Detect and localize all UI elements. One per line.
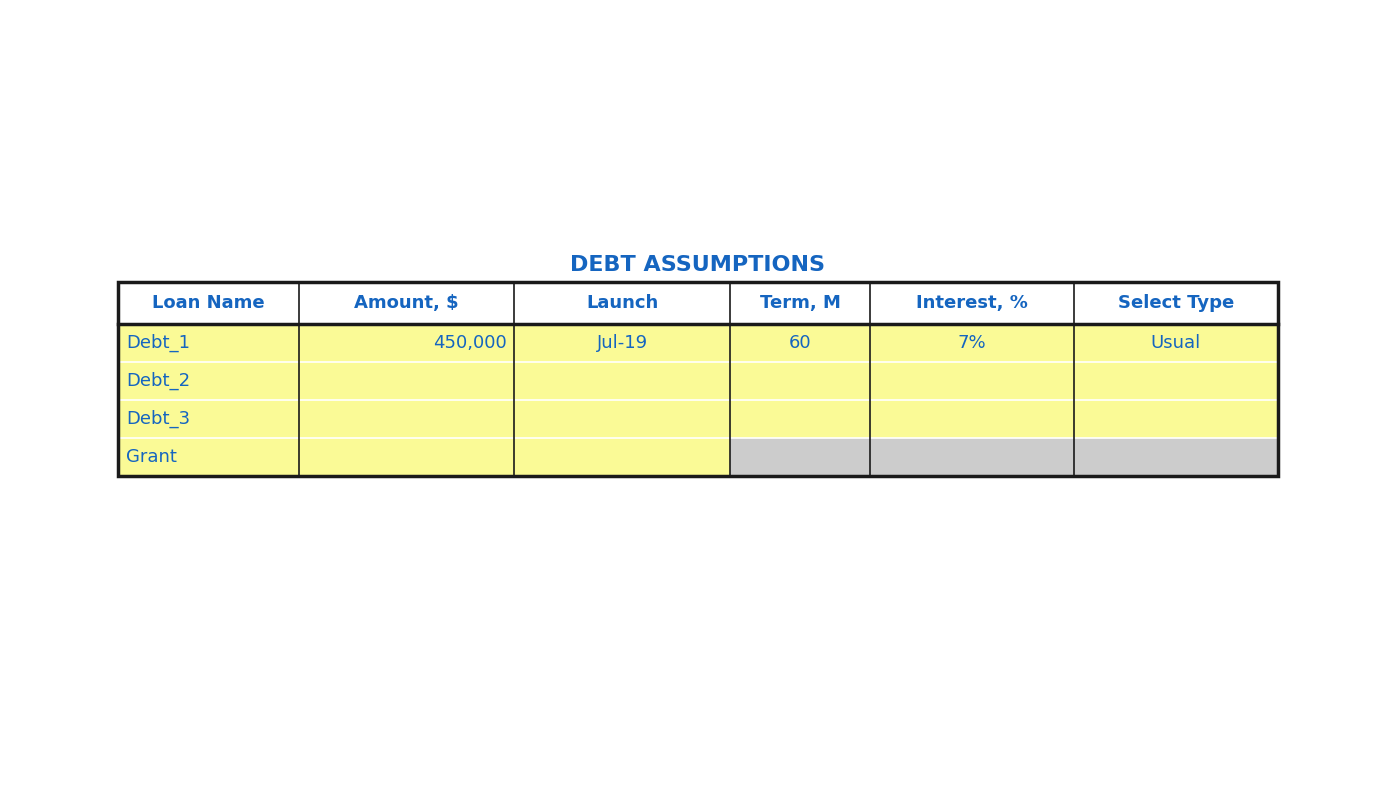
Bar	[299, 400, 514, 438]
Bar	[119, 438, 299, 476]
Bar	[730, 324, 870, 362]
Bar	[119, 324, 299, 362]
Bar	[119, 400, 299, 438]
Bar	[870, 438, 1074, 476]
Text: Usual: Usual	[1150, 334, 1201, 352]
Text: Grant: Grant	[126, 448, 177, 466]
Bar	[730, 362, 870, 400]
Text: Jul-19: Jul-19	[596, 334, 648, 352]
Bar	[1074, 324, 1277, 362]
Bar	[870, 400, 1074, 438]
Bar	[870, 324, 1074, 362]
Bar	[299, 438, 514, 476]
Bar	[730, 438, 870, 476]
Bar	[514, 438, 730, 476]
Text: Term, M: Term, M	[759, 294, 840, 312]
Text: Loan Name: Loan Name	[152, 294, 265, 312]
Text: Debt_2: Debt_2	[126, 372, 190, 390]
Text: 60: 60	[789, 334, 811, 352]
Text: DEBT ASSUMPTIONS: DEBT ASSUMPTIONS	[571, 255, 825, 275]
Text: Select Type: Select Type	[1118, 294, 1234, 312]
Text: 450,000: 450,000	[433, 334, 507, 352]
Text: Interest, %: Interest, %	[916, 294, 1027, 312]
Text: Launch: Launch	[586, 294, 659, 312]
Text: Debt_1: Debt_1	[126, 334, 190, 352]
Bar	[870, 362, 1074, 400]
Text: Debt_3: Debt_3	[126, 410, 190, 428]
Bar	[514, 362, 730, 400]
Text: 7%: 7%	[958, 334, 987, 352]
Bar	[119, 282, 1277, 476]
Bar	[730, 400, 870, 438]
Text: Amount, $: Amount, $	[355, 294, 459, 312]
Bar	[299, 324, 514, 362]
Bar	[119, 282, 1277, 324]
Bar	[119, 362, 299, 400]
Bar	[1074, 438, 1277, 476]
Bar	[1074, 362, 1277, 400]
Bar	[514, 324, 730, 362]
Bar	[299, 362, 514, 400]
Bar	[514, 400, 730, 438]
Bar	[1074, 400, 1277, 438]
